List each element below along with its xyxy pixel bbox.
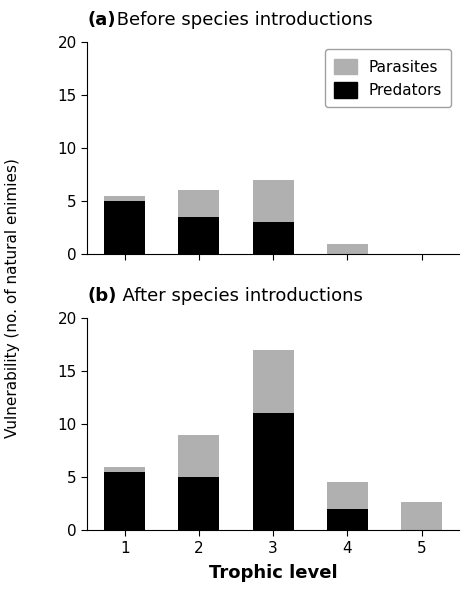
Bar [253, 414, 293, 530]
Bar [179, 477, 219, 530]
Bar [104, 466, 145, 472]
Text: (b): (b) [87, 287, 117, 305]
Text: After species introductions: After species introductions [111, 287, 364, 305]
Bar [104, 196, 145, 201]
X-axis label: Trophic level: Trophic level [209, 564, 337, 582]
Bar [253, 222, 293, 254]
Bar [327, 482, 368, 509]
Bar [327, 244, 368, 254]
Bar [327, 509, 368, 530]
Bar [253, 180, 293, 222]
Legend: Parasites, Predators: Parasites, Predators [325, 50, 451, 107]
Bar [179, 190, 219, 217]
Bar [179, 217, 219, 254]
Text: Before species introductions: Before species introductions [111, 11, 373, 29]
Bar [104, 472, 145, 530]
Text: Vulnerability (no. of natural enimies): Vulnerability (no. of natural enimies) [5, 159, 20, 438]
Bar [104, 201, 145, 254]
Bar [401, 501, 442, 530]
Bar [253, 350, 293, 414]
Bar [179, 435, 219, 477]
Text: (a): (a) [87, 11, 116, 29]
